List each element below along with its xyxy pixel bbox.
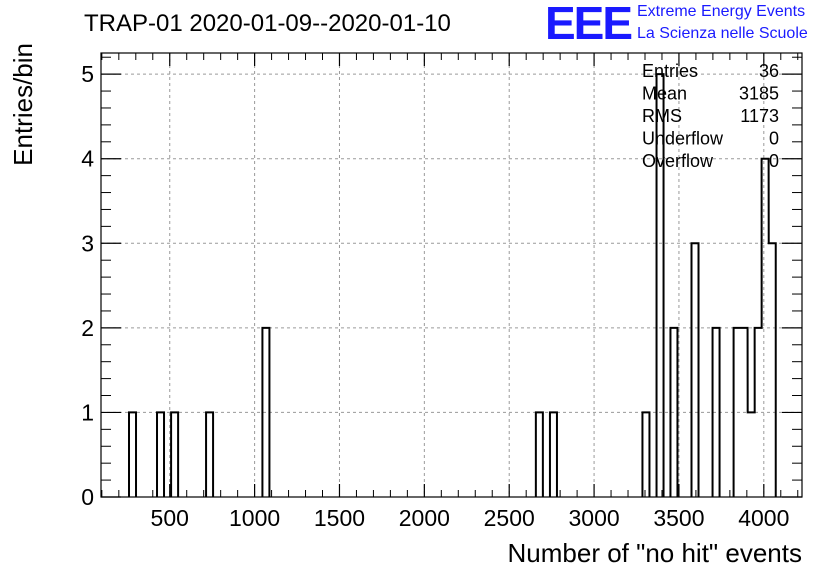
histogram-bar [171,412,178,497]
chart-title: TRAP-01 2020-01-09--2020-01-10 [84,10,451,37]
x-axis-label: Number of "no hit" events [508,538,803,568]
x-tick-label: 2500 [484,505,535,531]
org-name-line1: Extreme Energy Events [637,3,806,20]
stat-value: 36 [759,61,779,81]
y-tick-label: 1 [81,399,94,425]
histogram-bar [129,412,136,497]
y-tick-label: 3 [81,230,94,256]
x-tick-label: 3000 [568,505,619,531]
histogram-bar [642,412,649,497]
stat-value: 0 [769,129,779,149]
grid-lines [101,53,802,497]
stats-box: Entries 36 Mean 3185 RMS 1173 Underflow 0 Overfl… [642,61,779,171]
stat-label: RMS [642,106,682,126]
stat-value: 3185 [739,84,779,104]
eee-logo: EEE [545,0,633,49]
histogram-bar [748,412,755,497]
histogram-bar [536,412,543,497]
y-tick-label: 5 [81,61,94,87]
x-tick-label: 500 [151,505,189,531]
x-tick-label: 1000 [229,505,280,531]
histogram-bar [206,412,213,497]
stat-label: Overflow [642,151,714,171]
y-tick-label: 0 [81,484,94,510]
plot-frame [100,52,803,498]
x-tick-label: 2000 [399,505,450,531]
histogram-outline [128,73,777,497]
stat-value: 0 [769,151,779,171]
histogram-bar [157,412,164,497]
histogram-bar [550,412,557,497]
y-tick-label: 2 [81,315,94,341]
x-tick-labels: 500 1000 1500 2000 2500 3000 3500 4000 [151,505,790,531]
axis-ticks [101,53,802,498]
stat-label: Underflow [642,129,724,149]
x-tick-label: 3500 [653,505,704,531]
histogram-bar [692,243,699,497]
y-axis-label: Entries/bin [8,43,38,166]
stat-label: Entries [642,61,698,81]
y-tick-labels: 0 1 2 3 4 5 [81,61,94,510]
histogram-bar [769,243,776,497]
stat-value: 1173 [740,106,779,126]
org-name-line2: La Scienza nelle Scuole [637,25,808,42]
x-tick-label: 4000 [738,505,789,531]
y-tick-label: 4 [81,146,94,172]
x-tick-label: 1500 [314,505,365,531]
stat-label: Mean [642,84,687,104]
